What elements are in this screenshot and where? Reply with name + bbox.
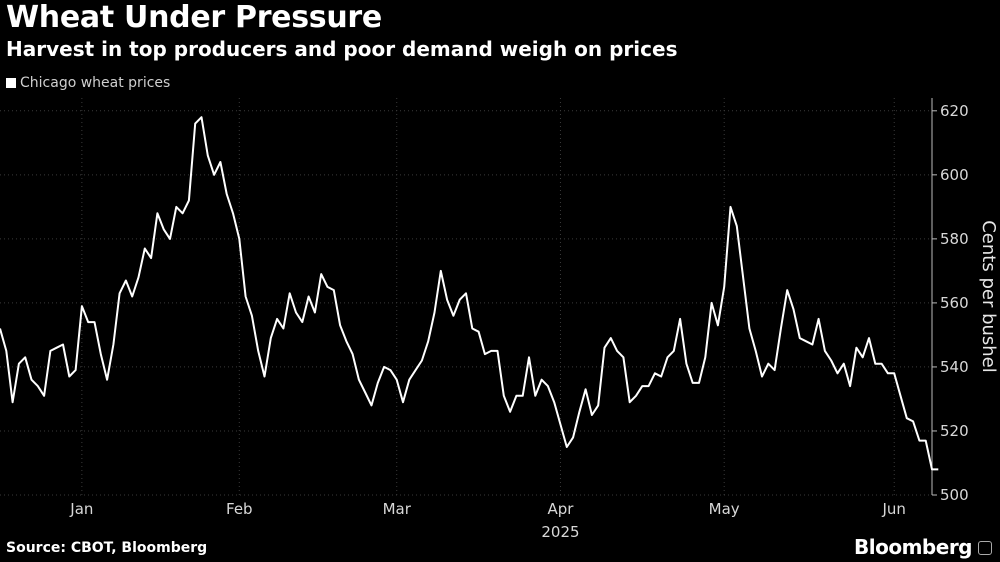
legend-label: Chicago wheat prices: [20, 75, 171, 91]
y-tick-label: 540: [940, 358, 969, 376]
legend-swatch: [6, 78, 16, 88]
y-tick-label: 620: [940, 102, 969, 120]
x-tick-label: May: [709, 500, 740, 518]
y-tick-label: 560: [940, 294, 969, 312]
y-axis-label: Cents per bushel: [978, 220, 999, 373]
y-tick-label: 520: [940, 422, 969, 440]
y-tick-label: 580: [940, 230, 969, 248]
source-note: Source: CBOT, Bloomberg: [6, 540, 208, 556]
chart-icon: [978, 541, 992, 555]
chart-title: Wheat Under Pressure: [6, 0, 382, 35]
x-axis: JanFebMarAprMayJunJul: [69, 500, 906, 518]
series-line-chicago-wheat: [0, 116, 939, 471]
legend: Chicago wheat prices: [6, 75, 170, 91]
x-tick-label: Mar: [383, 500, 412, 518]
grid-lines: [0, 98, 932, 496]
y-axis: 500 520 540 560 580 600 620: [931, 98, 969, 504]
y-tick-label: 600: [940, 166, 969, 184]
y-tick-label: 500: [940, 486, 969, 504]
x-tick-label: Jan: [69, 500, 93, 518]
x-axis-year-label: 2025: [541, 523, 579, 541]
x-tick-label: Jun: [881, 500, 905, 518]
x-tick-label: Apr: [547, 500, 574, 518]
chart-subtitle: Harvest in top producers and poor demand…: [6, 37, 678, 61]
bloomberg-logo: Bloomberg: [854, 535, 972, 559]
x-tick-label: Feb: [226, 500, 253, 518]
